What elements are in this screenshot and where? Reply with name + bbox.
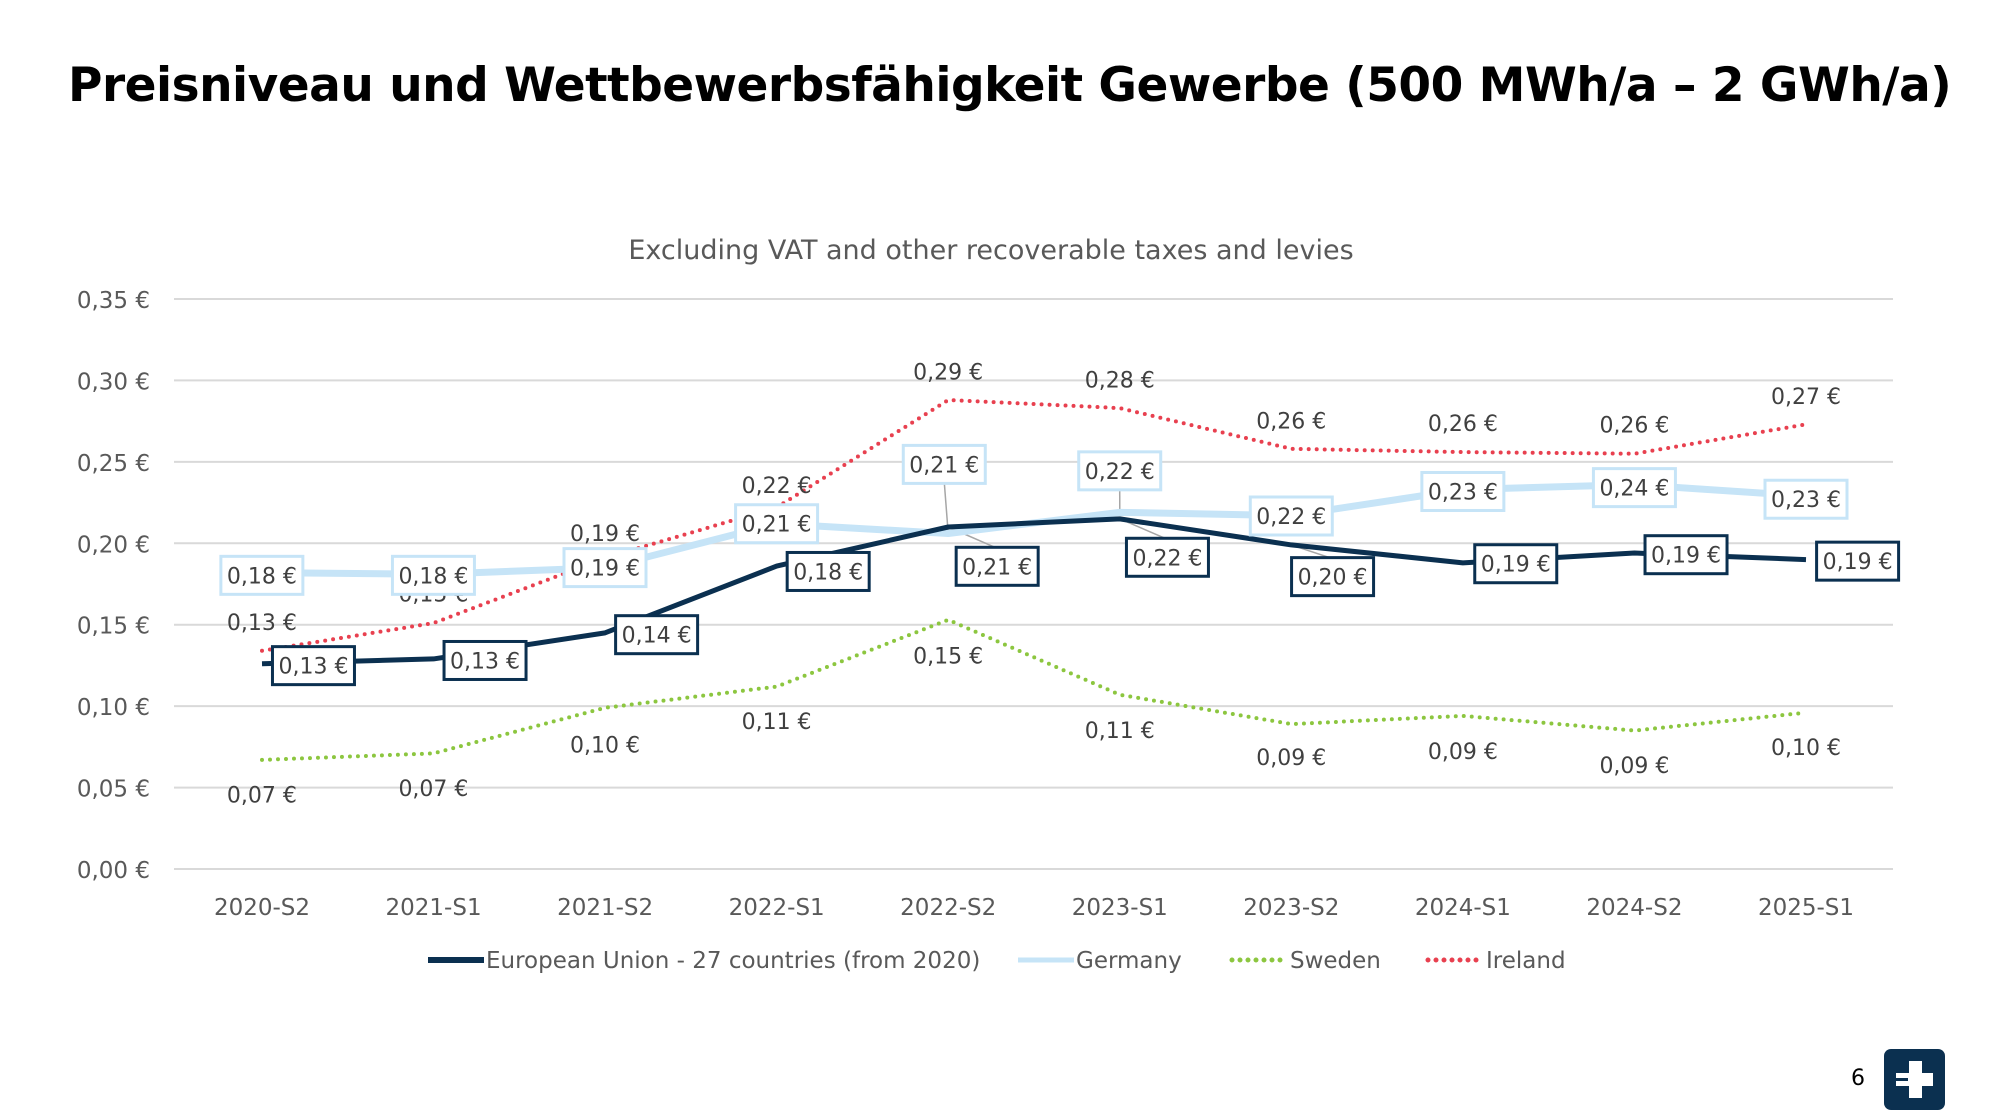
data-label: 0,09 € <box>1428 740 1498 765</box>
data-label: 0,23 € <box>1771 488 1841 513</box>
data-label: 0,22 € <box>1085 460 1155 485</box>
data-label: 0,26 € <box>1428 412 1498 437</box>
data-label: 0,19 € <box>1823 550 1893 575</box>
data-label-box <box>1473 543 1559 585</box>
series-line-sweden <box>260 617 1808 762</box>
legend-label: European Union - 27 countries (from 2020… <box>486 948 980 974</box>
data-label: 0,24 € <box>1599 477 1669 502</box>
y-tick-label: 0,10 € <box>77 695 150 721</box>
data-label-box <box>390 554 476 596</box>
x-tick-label: 2024-S2 <box>1586 895 1682 921</box>
data-label-box <box>1815 540 1901 582</box>
plus-cross-logo-icon <box>1884 1049 1945 1110</box>
data-label-box <box>562 547 648 589</box>
data-label: 0,07 € <box>398 777 468 802</box>
data-label-box <box>1248 495 1334 537</box>
data-label: 0,11 € <box>742 710 812 735</box>
gridlines <box>174 298 1893 870</box>
data-label: 0,18 € <box>793 560 863 585</box>
data-label: 0,09 € <box>1256 746 1326 771</box>
data-label: 0,26 € <box>1256 410 1326 435</box>
data-label-box <box>785 550 871 592</box>
data-label-box <box>734 503 820 545</box>
data-label-box <box>614 614 700 656</box>
data-label: 0,13 € <box>278 655 348 680</box>
chart-title: Excluding VAT and other recoverable taxe… <box>628 235 1353 266</box>
x-tick-label: 2025-S1 <box>1758 895 1854 921</box>
y-tick-label: 0,20 € <box>77 532 150 558</box>
data-label-box <box>270 645 356 687</box>
data-label: 0,21 € <box>962 555 1032 580</box>
data-label: 0,10 € <box>570 733 640 758</box>
series-line-ireland <box>260 397 1808 653</box>
data-label: 0,26 € <box>1599 413 1669 438</box>
data-label: 0,18 € <box>227 564 297 589</box>
data-label: 0,19 € <box>570 522 640 547</box>
data-labels: 0,07 € 0,07 € 0,10 € 0,11 € 0,15 € 0,11 € 0,09… <box>219 361 1901 809</box>
legend-label: Ireland <box>1486 948 1566 974</box>
data-label: 0,19 € <box>570 557 640 582</box>
x-tick-label: 2022-S2 <box>900 895 996 921</box>
x-axis-ticks: 2020-S2 2021-S1 2021-S2 2022-S1 2022-S2 2023-… <box>214 895 1854 921</box>
data-label: 0,10 € <box>1771 736 1841 761</box>
y-tick-label: 0,35 € <box>77 288 150 314</box>
data-label: 0,22 € <box>742 474 812 499</box>
data-label: 0,23 € <box>1428 480 1498 505</box>
y-tick-label: 0,30 € <box>77 369 150 395</box>
legend: European Union - 27 countries (from 2020… <box>428 948 1566 974</box>
data-label: 0,13 € <box>227 611 297 636</box>
y-tick-label: 0,15 € <box>77 614 150 640</box>
data-label: 0,18 € <box>398 564 468 589</box>
x-tick-label: 2021-S2 <box>557 895 653 921</box>
data-label: 0,11 € <box>1085 719 1155 744</box>
data-label: 0,15 € <box>913 644 983 669</box>
data-label: 0,27 € <box>1771 385 1841 410</box>
data-label: 0,09 € <box>1599 754 1669 779</box>
data-label: 0,22 € <box>1256 505 1326 530</box>
data-label: 0,20 € <box>1298 566 1368 591</box>
data-label-box <box>1591 467 1677 509</box>
x-tick-label: 2024-S1 <box>1415 895 1511 921</box>
page-number: 6 <box>1851 1066 1865 1091</box>
data-label-box <box>1643 534 1729 576</box>
x-tick-label: 2023-S1 <box>1072 895 1168 921</box>
data-label-box <box>219 554 305 596</box>
data-label: 0,19 € <box>1481 553 1551 578</box>
data-label: 0,21 € <box>742 513 812 538</box>
data-label: 0,21 € <box>909 453 979 478</box>
legend-label: Sweden <box>1290 948 1381 974</box>
y-tick-label: 0,05 € <box>77 777 150 803</box>
data-label-box <box>1124 536 1210 578</box>
data-label: 0,19 € <box>1651 544 1721 569</box>
data-label-box <box>442 639 528 681</box>
x-tick-label: 2021-S1 <box>386 895 482 921</box>
data-label-box <box>1763 478 1849 520</box>
y-axis-ticks: 0,00 € 0,05 € 0,10 € 0,15 € 0,20 € 0,25 € 0,30… <box>77 288 150 884</box>
slide-title: Preisniveau und Wettbewerbsfähigkeit Gew… <box>68 58 1952 113</box>
data-label-box <box>1420 470 1506 512</box>
x-tick-label: 2022-S1 <box>729 895 825 921</box>
y-tick-label: 0,00 € <box>77 858 150 884</box>
data-label: 0,29 € <box>913 361 983 386</box>
data-label-box <box>1077 450 1163 492</box>
data-label: 0,07 € <box>227 784 297 809</box>
data-label: 0,13 € <box>450 649 520 674</box>
legend-label: Germany <box>1076 948 1182 974</box>
data-label: 0,22 € <box>1132 546 1202 571</box>
data-label: 0,14 € <box>622 624 692 649</box>
x-tick-label: 2023-S2 <box>1243 895 1339 921</box>
data-label-box <box>954 545 1040 587</box>
y-tick-label: 0,25 € <box>77 451 150 477</box>
x-tick-label: 2020-S2 <box>214 895 310 921</box>
data-label: 0,28 € <box>1085 368 1155 393</box>
data-label-box <box>901 443 987 485</box>
data-label-box <box>1290 556 1376 598</box>
